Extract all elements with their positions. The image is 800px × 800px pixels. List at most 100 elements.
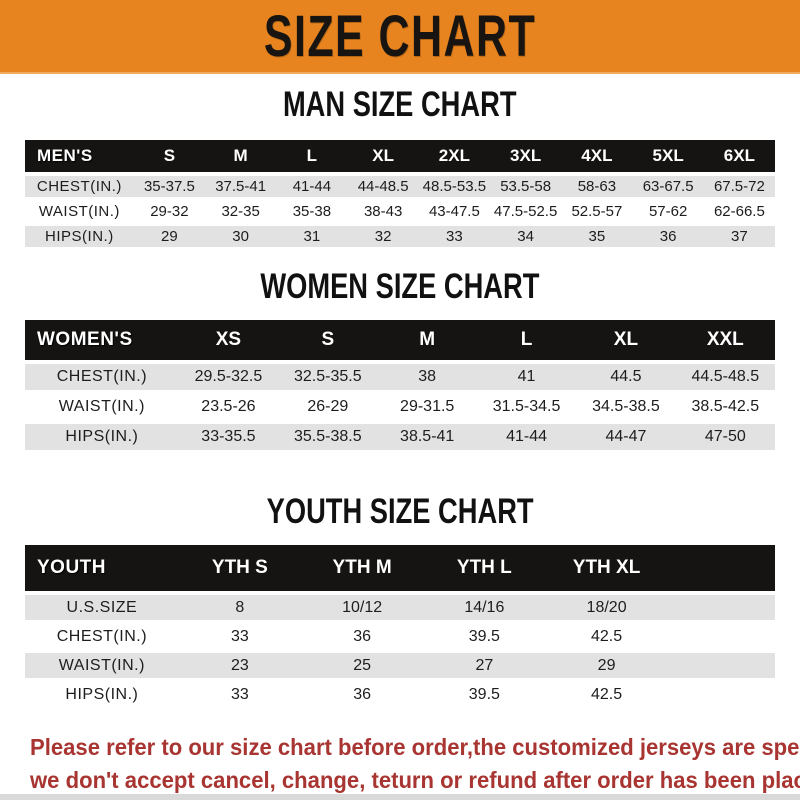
size-cell: 37.5-41 bbox=[205, 176, 277, 197]
size-cell: 33 bbox=[178, 682, 301, 707]
size-cell: 33 bbox=[418, 226, 490, 247]
table-row: WAIST(IN.) 23 25 27 29 bbox=[25, 653, 775, 678]
section-heading-text: YOUTH SIZE CHART bbox=[266, 492, 534, 531]
column-header: YTH M bbox=[300, 545, 424, 591]
size-cell: 37 bbox=[703, 226, 775, 247]
size-cell: 14/16 bbox=[423, 595, 546, 620]
size-cell: 34.5-38.5 bbox=[576, 394, 676, 420]
size-cell: 35-38 bbox=[276, 201, 348, 222]
size-cell: 31.5-34.5 bbox=[476, 394, 577, 420]
size-cell: 35.5-38.5 bbox=[278, 424, 378, 450]
column-header: M bbox=[377, 320, 477, 360]
disclaimer-line-1: Please refer to our size chart before or… bbox=[30, 734, 800, 760]
section-women-size-chart: WOMEN SIZE CHART WOMEN'S XS S M L XL XXL CHEST(I… bbox=[0, 269, 800, 454]
column-header: M bbox=[205, 140, 277, 172]
size-cell: 29.5-32.5 bbox=[178, 364, 279, 390]
column-header: 2XL bbox=[418, 140, 490, 172]
size-table-man-size-chart: MEN'S S M L XL 2XL 3XL 4XL 5XL 6XL CHEST(IN.) 35-37… bbox=[25, 136, 775, 251]
size-cell: 57-62 bbox=[632, 201, 704, 222]
table-row: WAIST(IN.) 29-32 32-35 35-38 38-43 43-47.5 47.… bbox=[25, 201, 775, 222]
size-cell: 39.5 bbox=[423, 682, 546, 707]
table-row: HIPS(IN.) 33 36 39.5 42.5 bbox=[25, 682, 775, 707]
row-label: HIPS(IN.) bbox=[25, 226, 134, 247]
disclaimer: Please refer to our size chart before or… bbox=[30, 731, 800, 797]
column-header: 6XL bbox=[703, 140, 775, 172]
row-label: HIPS(IN.) bbox=[25, 424, 179, 450]
size-cell: 52.5-57 bbox=[561, 201, 633, 222]
column-header: S bbox=[133, 140, 205, 172]
size-cell: 32-35 bbox=[205, 201, 277, 222]
row-label: WAIST(IN.) bbox=[25, 653, 179, 678]
row-label: CHEST(IN.) bbox=[25, 624, 179, 649]
size-cell: 47.5-52.5 bbox=[490, 201, 562, 222]
column-header: XL bbox=[576, 320, 676, 360]
table-header-bar: YOUTH YTH S YTH M YTH L YTH XL bbox=[25, 545, 775, 591]
table-header-bar: MEN'S S M L XL 2XL 3XL 4XL 5XL 6XL bbox=[25, 140, 775, 172]
row-label: WAIST(IN.) bbox=[25, 201, 134, 222]
table-row: CHEST(IN.) 29.5-32.5 32.5-35.5 38 41 44.5 44.5… bbox=[25, 364, 775, 390]
column-header: 4XL bbox=[561, 140, 633, 172]
row-label: HIPS(IN.) bbox=[25, 682, 179, 707]
group-label: YOUTH bbox=[25, 545, 179, 591]
section-heading: YOUTH SIZE CHART bbox=[0, 492, 800, 531]
section-heading: MAN SIZE CHART bbox=[0, 85, 800, 124]
size-cell: 33 bbox=[178, 624, 301, 649]
size-cell: 30 bbox=[205, 226, 277, 247]
column-header: XS bbox=[178, 320, 279, 360]
size-cell: 63-67.5 bbox=[632, 176, 704, 197]
size-cell: 36 bbox=[300, 624, 424, 649]
table-row: WAIST(IN.) 23.5-26 26-29 29-31.5 31.5-34.5 34… bbox=[25, 394, 775, 420]
size-cell: 38 bbox=[377, 364, 477, 390]
table-header-bar: WOMEN'S XS S M L XL XXL bbox=[25, 320, 775, 360]
size-cell: 32.5-35.5 bbox=[278, 364, 378, 390]
size-cell: 41 bbox=[476, 364, 577, 390]
size-cell: 25 bbox=[300, 653, 424, 678]
table-row: CHEST(IN.) 33 36 39.5 42.5 bbox=[25, 624, 775, 649]
size-cell: 23 bbox=[178, 653, 301, 678]
size-cell: 42.5 bbox=[545, 682, 668, 707]
size-cell: 36 bbox=[632, 226, 704, 247]
size-cell: 44.5 bbox=[576, 364, 676, 390]
group-label: WOMEN'S bbox=[25, 320, 179, 360]
row-label: WAIST(IN.) bbox=[25, 394, 179, 420]
column-header: YTH L bbox=[423, 545, 546, 591]
group-label: MEN'S bbox=[25, 140, 134, 172]
size-cell: 43-47.5 bbox=[418, 201, 490, 222]
banner: SIZE CHART bbox=[0, 0, 800, 74]
column-header: 3XL bbox=[490, 140, 562, 172]
column-header: XL bbox=[347, 140, 419, 172]
row-label: CHEST(IN.) bbox=[25, 364, 179, 390]
size-table-youth-size-chart: YOUTH YTH S YTH M YTH L YTH XL U.S.SIZE 8 10/12… bbox=[25, 541, 775, 711]
cell-filler bbox=[668, 624, 775, 649]
size-cell: 44-47 bbox=[576, 424, 676, 450]
bottom-strip bbox=[0, 794, 800, 800]
size-cell: 26-29 bbox=[278, 394, 378, 420]
size-cell: 47-50 bbox=[675, 424, 775, 450]
section-man-size-chart: MAN SIZE CHART MEN'S S M L XL 2XL 3XL 4XL 5XL 6XL C… bbox=[0, 85, 800, 251]
section-youth-size-chart: YOUTH SIZE CHART YOUTH YTH S YTH M YTH L YTH … bbox=[0, 492, 800, 711]
section-heading: WOMEN SIZE CHART bbox=[0, 269, 800, 304]
size-cell: 44.5-48.5 bbox=[675, 364, 775, 390]
column-header: YTH XL bbox=[545, 545, 668, 591]
size-cell: 32 bbox=[347, 226, 419, 247]
table-row: HIPS(IN.) 33-35.5 35.5-38.5 38.5-41 41-44 44-… bbox=[25, 424, 775, 450]
size-cell: 29 bbox=[545, 653, 668, 678]
section-heading-text: MAN SIZE CHART bbox=[283, 85, 517, 124]
column-header: S bbox=[278, 320, 378, 360]
size-cell: 41-44 bbox=[476, 424, 577, 450]
row-label: CHEST(IN.) bbox=[25, 176, 134, 197]
size-cell: 33-35.5 bbox=[178, 424, 279, 450]
table-row: U.S.SIZE 8 10/12 14/16 18/20 bbox=[25, 595, 775, 620]
sections-container: MAN SIZE CHART MEN'S S M L XL 2XL 3XL 4XL 5XL 6XL C… bbox=[0, 85, 800, 711]
size-cell: 29-31.5 bbox=[377, 394, 477, 420]
size-table-women-size-chart: WOMEN'S XS S M L XL XXL CHEST(IN.) 29.5-32.5 32.5… bbox=[25, 316, 775, 454]
column-header: L bbox=[476, 320, 577, 360]
column-header: 5XL bbox=[632, 140, 704, 172]
size-cell: 23.5-26 bbox=[178, 394, 279, 420]
size-cell: 34 bbox=[490, 226, 562, 247]
size-cell: 38.5-41 bbox=[377, 424, 477, 450]
size-cell: 35 bbox=[561, 226, 633, 247]
size-cell: 31 bbox=[276, 226, 348, 247]
column-header: XXL bbox=[675, 320, 775, 360]
